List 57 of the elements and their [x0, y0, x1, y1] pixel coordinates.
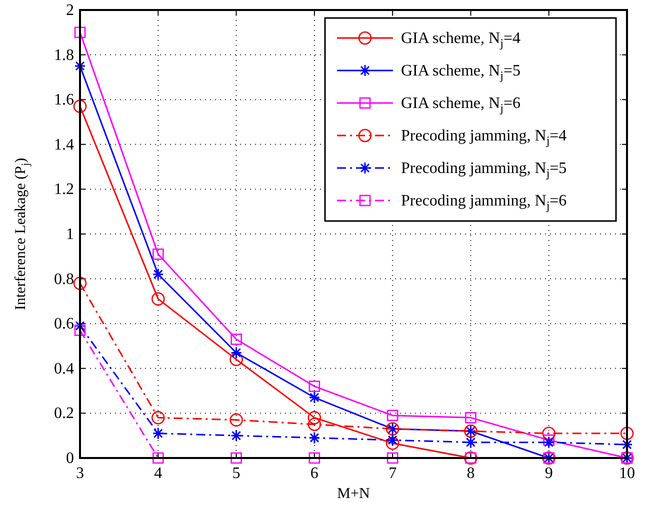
y-tick-label: 0.2 [54, 405, 74, 422]
point [308, 380, 320, 392]
point [543, 436, 555, 449]
point [152, 452, 164, 464]
x-tick-label: 6 [310, 465, 318, 482]
point [230, 429, 242, 442]
point [151, 411, 165, 424]
point [74, 324, 86, 336]
x-axis-title: M+N [337, 486, 370, 502]
point [386, 434, 398, 446]
x-tick-label: 3 [76, 465, 84, 482]
point [386, 452, 398, 464]
y-tick-label: 0 [66, 450, 74, 467]
point [74, 26, 86, 38]
y-tick-label: 1.6 [54, 92, 74, 109]
y-tick-label: 1.4 [54, 136, 74, 154]
y-tick-label: 1 [66, 226, 74, 243]
point [465, 412, 476, 424]
x-tick-label: 8 [466, 465, 475, 482]
point [308, 391, 320, 404]
x-tick-label: 7 [388, 465, 397, 482]
point [386, 410, 398, 422]
point [620, 426, 634, 440]
legend-label: GIA scheme, N$_{j}$=4 [401, 30, 520, 50]
legend-label: GIA scheme, N$_{j}$=6 [401, 95, 520, 116]
x-tick-label: 4 [154, 465, 162, 482]
y-tick-label: 0.4 [54, 360, 74, 378]
y-tick-label: 0.8 [54, 270, 74, 288]
point [230, 452, 242, 464]
y-tick-label: 1.2 [54, 181, 74, 198]
point [152, 248, 164, 260]
legend-label: Precoding jamming, N$_{j}$=6 [401, 192, 567, 213]
x-tick-label: 10 [619, 465, 635, 482]
point [308, 418, 322, 432]
point [230, 346, 242, 359]
point [386, 436, 400, 450]
point [73, 276, 87, 290]
point [308, 432, 320, 444]
x-tick-label: 5 [232, 465, 240, 482]
x-tick-label: 9 [544, 465, 553, 482]
legend-label: Precoding jamming, N$_{j}$=4 [401, 128, 567, 148]
point [73, 100, 87, 113]
point [151, 292, 165, 306]
point [543, 434, 555, 446]
point [230, 334, 242, 345]
point [542, 426, 556, 440]
y-tick-label: 0.6 [54, 316, 74, 333]
y-tick-label: 2 [66, 2, 74, 19]
point [230, 413, 243, 427]
point [308, 452, 320, 464]
y-tick-label: 1.8 [54, 46, 74, 64]
point [152, 427, 164, 440]
point [152, 268, 164, 281]
point [464, 436, 476, 449]
legend-label: Precoding jamming, N$_{j}$=5 [401, 160, 567, 180]
point [308, 411, 322, 424]
legend-label: GIA scheme, N$_{j}$=5 [401, 62, 520, 83]
